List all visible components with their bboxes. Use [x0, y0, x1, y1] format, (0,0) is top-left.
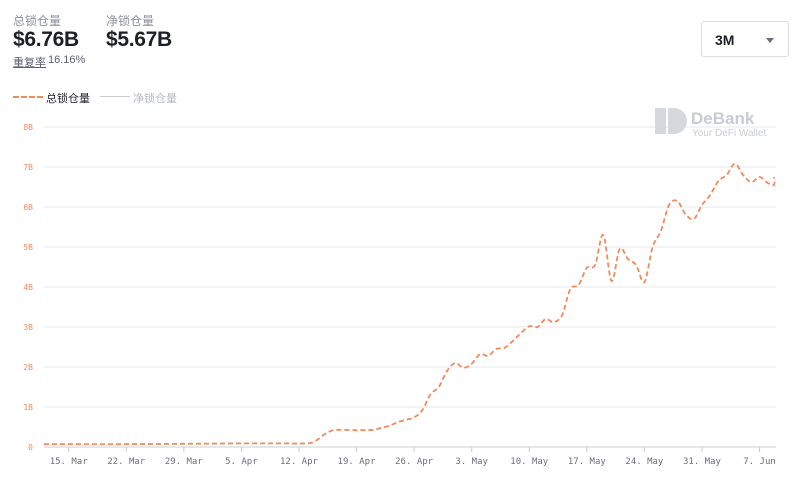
y-tick-label: 3B	[23, 323, 33, 332]
x-tick-label: 26. Apr	[395, 457, 434, 467]
legend-label-net: 净锁仓量	[133, 93, 177, 105]
total-locked-label: 总锁仓量	[13, 14, 62, 28]
watermark-title: DeBank	[691, 109, 755, 128]
y-axis-ticks: 0 1B 2B 3B 4B 5B 6B 7B 8B	[23, 123, 33, 452]
y-tick-label: 6B	[23, 203, 33, 212]
legend-swatch-total	[13, 96, 43, 98]
grid-lines	[44, 126, 776, 448]
x-tick-label: 5. Apr	[225, 457, 258, 467]
watermark-subtitle: Your DeFi Wallet	[692, 128, 767, 139]
net-locked-value: $5.67B	[106, 28, 172, 51]
net-locked-label: 净锁仓量	[106, 14, 155, 28]
y-tick-label: 1B	[23, 403, 33, 412]
x-tick-label: 17. May	[568, 457, 607, 467]
x-axis-ticks: 15. Mar 22. Mar 29. Mar 5. Apr 12. Apr 19. Ap…	[50, 447, 776, 467]
series-layer	[44, 162, 776, 446]
time-range-value: 3M	[715, 32, 735, 48]
y-tick-label: 2B	[23, 363, 33, 372]
reuse-rate-link[interactable]: 重复率	[13, 57, 46, 69]
legend-item-total[interactable]: 总锁仓量	[13, 90, 93, 105]
series-line-total	[44, 162, 776, 446]
debank-watermark: DeBank Your DeFi Wallet	[655, 108, 767, 139]
x-tick-label: 10. May	[510, 457, 549, 467]
x-tick-label: 7. Jun	[743, 457, 776, 467]
y-tick-label: 5B	[23, 243, 33, 252]
x-tick-label: 22. Mar	[107, 457, 146, 467]
y-tick-label: 7B	[23, 163, 33, 172]
legend-item-net[interactable]: 净锁仓量	[100, 90, 180, 105]
time-range-select[interactable]: 3M	[701, 21, 789, 57]
legend-swatch-net	[100, 96, 130, 97]
x-tick-label: 15. Mar	[50, 457, 89, 467]
y-tick-label: 0	[28, 443, 33, 452]
reuse-rate-value: 16.16%	[48, 54, 86, 66]
x-tick-label: 3. May	[455, 457, 488, 467]
x-tick-label: 12. Apr	[280, 457, 319, 467]
chevron-down-icon	[766, 38, 774, 43]
y-tick-label: 8B	[23, 123, 33, 132]
x-tick-label: 19. Apr	[338, 457, 377, 467]
total-locked-value: $6.76B	[13, 28, 79, 51]
legend-label-total: 总锁仓量	[46, 93, 90, 105]
debank-logo-icon	[655, 108, 687, 134]
x-tick-label: 24. May	[625, 457, 664, 467]
y-tick-label: 4B	[23, 283, 33, 292]
x-tick-label: 31. May	[683, 457, 722, 467]
x-tick-label: 29. Mar	[165, 457, 204, 467]
